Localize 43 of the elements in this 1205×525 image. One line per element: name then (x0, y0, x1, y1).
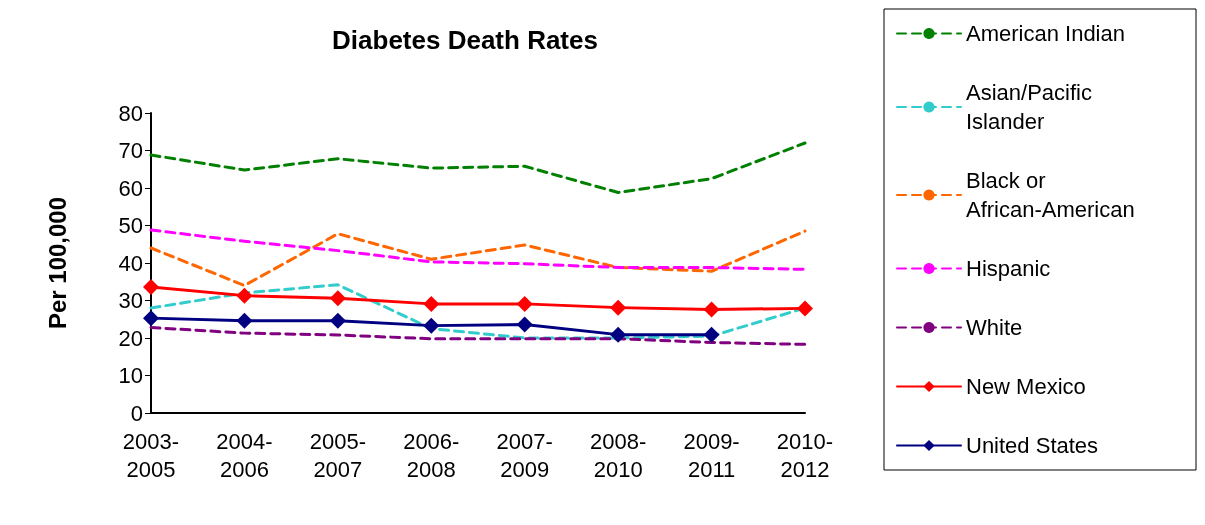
y-tick-label: 10 (118, 363, 143, 388)
legend-label: White (966, 315, 1023, 340)
x-tick-label: 2010-2012 (776, 428, 834, 482)
legend-label: Asian/Pacific Islander (966, 80, 1099, 134)
point (143, 310, 159, 327)
point (516, 295, 533, 312)
legend-label: Hispanic (966, 256, 1051, 281)
point (143, 279, 159, 295)
x-tick-label: 2009-2011 (683, 428, 740, 482)
point (423, 317, 440, 334)
line-series (149, 228, 807, 271)
y-axis-title: Per 100,000 (43, 196, 71, 330)
x-tick-label: 2008-2010 (590, 428, 647, 482)
y-tick-label: 0 (130, 400, 143, 426)
legend-label: United States (966, 433, 1099, 458)
chart-title: Diabetes Death Rates (332, 25, 598, 55)
x-tick-label: 2007-2009 (496, 428, 553, 482)
point (610, 326, 627, 343)
y-tick-label: 30 (118, 288, 143, 313)
point (703, 301, 720, 318)
x-tick-label: 2004-2006 (216, 428, 273, 482)
y-tick-label: 70 (118, 138, 143, 163)
point (703, 326, 720, 343)
legend-label: Black or African-American (966, 168, 1135, 222)
y-tick-label: 20 (118, 325, 143, 351)
legend-label: American Indian (966, 21, 1125, 46)
y-tick-label: 80 (118, 100, 143, 126)
y-tick-label: 50 (118, 213, 143, 238)
x-tick-label: 2005-2007 (309, 428, 366, 482)
y-tick-label: 60 (118, 175, 143, 201)
point (236, 312, 253, 329)
y-tick-label: 40 (118, 250, 143, 276)
point (797, 300, 813, 317)
x-tick-label: 2006-2008 (403, 428, 460, 482)
x-tick-label: 2003-2005 (122, 428, 180, 482)
line-series (149, 141, 807, 194)
point (329, 290, 346, 307)
point (516, 316, 533, 333)
point (329, 312, 346, 329)
legend-label: New Mexico (966, 374, 1086, 399)
point (610, 299, 627, 316)
point (236, 287, 253, 304)
point (423, 295, 440, 312)
